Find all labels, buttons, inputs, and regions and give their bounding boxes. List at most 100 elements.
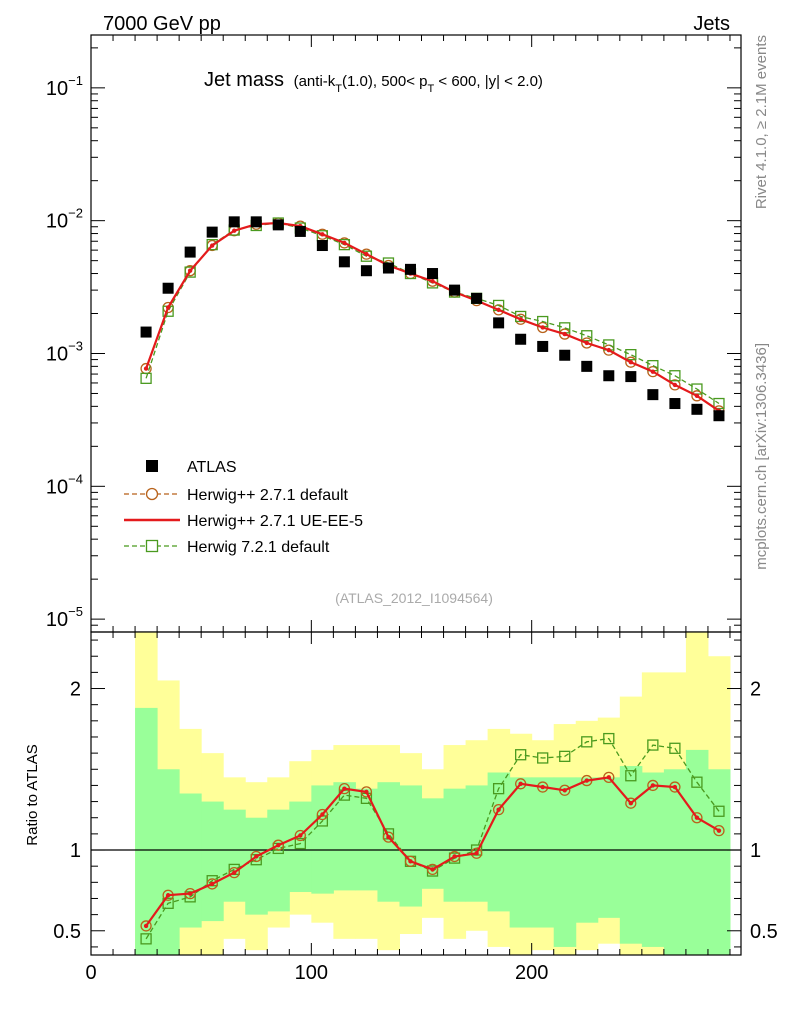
herwig-2-7-1-ue-ee-5-point — [540, 784, 545, 790]
herwig-2-7-1-ue-ee-5-point — [672, 382, 678, 388]
herwig-2-7-1-ue-ee-5-point — [584, 340, 589, 346]
atlas-data-point — [713, 410, 725, 422]
herwig-2-7-1-ue-ee-5-point — [430, 279, 435, 284]
herwig-2-7-1-ue-ee-5-point — [320, 232, 325, 237]
herwig-2-7-1-ue-ee-5-point — [364, 251, 369, 257]
atlas-data-point — [338, 256, 350, 268]
herwig-7-2-1-default-point — [713, 805, 725, 817]
herwig-7-2-1-default-point — [603, 732, 615, 745]
atlas-data-point — [471, 292, 483, 304]
herwig-2-7-1-default-point — [404, 855, 417, 867]
herwig-2-7-1-default-point — [272, 839, 284, 851]
herwig-2-7-1-ue-ee-5-point — [650, 369, 656, 374]
herwig-2-7-1-default-point — [316, 808, 329, 821]
atlas-data-point — [250, 216, 262, 228]
atlas-data-point — [272, 219, 284, 231]
herwig-2-7-1-ue-ee-5-point — [584, 778, 589, 783]
herwig-2-7-1-ue-ee-5-point — [716, 828, 722, 833]
herwig-2-7-1-default-point — [713, 824, 725, 837]
herwig-7-2-1-default-point — [669, 370, 681, 382]
herwig-2-7-1-default-point — [691, 812, 703, 824]
herwig-7-2-1-default-point — [140, 933, 152, 945]
band-1sigma-bin — [333, 782, 356, 891]
herwig-7-2-1-default-point — [581, 736, 593, 748]
herwig-2-7-1-ue-ee-5-point — [386, 834, 391, 840]
ratio-uncertainty-bands — [135, 632, 731, 955]
herwig-2-7-1-ue-ee-5-point — [320, 812, 325, 817]
atlas-data-point — [228, 216, 240, 228]
herwig-2-7-1-default-point — [625, 797, 637, 809]
band-1sigma-bin — [685, 749, 709, 955]
band-1sigma-bin — [245, 817, 268, 915]
atlas-data-point — [581, 360, 593, 372]
herwig-2-7-1-ue-ee-5-point — [209, 243, 215, 248]
herwig-2-7-1-ue-ee-5-point — [606, 775, 611, 780]
herwig-2-7-1-ue-ee-5-point — [232, 870, 237, 875]
herwig-2-7-1-ue-ee-5-point — [187, 891, 193, 896]
herwig-7-2-1-default-point — [140, 372, 152, 384]
rivet-label: Rivet 4.1.0, ≥ 2.1M events — [753, 35, 770, 209]
herwig-7-2-1-default-point — [492, 783, 505, 795]
chart-title: Jet mass (anti-kT(1.0), 500< pT < 600, |… — [204, 69, 543, 95]
legend-herwig-2-7-1-default-marker — [145, 487, 159, 501]
band-1sigma-bin — [267, 809, 290, 912]
band-1sigma-bin — [597, 777, 621, 918]
legend-herwig-7-2-1-default-marker — [145, 539, 159, 553]
herwig-2-7-1-ue-ee-5-line — [145, 221, 720, 412]
legend: ATLAS Herwig++ 2.7.1 default Herwig++ 2.7.… — [124, 459, 363, 556]
band-1sigma-bin — [157, 769, 180, 955]
atlas-data-point — [140, 326, 152, 338]
herwig-2-7-1-default-point — [250, 850, 262, 863]
analysis-watermark: (ATLAS_2012_I1094564) — [335, 590, 493, 606]
atlas-data-point — [184, 246, 196, 258]
herwig-2-7-1-default-point — [537, 321, 549, 334]
legend-atlas-marker — [146, 460, 158, 472]
herwig-2-7-1-default-point — [669, 379, 681, 391]
atlas-data-point — [294, 225, 306, 237]
herwig-2-7-1-default-point — [691, 390, 703, 402]
herwig-2-7-1-default-point — [559, 328, 571, 340]
atlas-data-point — [625, 371, 637, 383]
herwig-2-7-1-default-point — [140, 920, 152, 932]
band-1sigma-bin — [355, 788, 378, 891]
herwig-7-2-1-default-point — [669, 742, 681, 754]
herwig-2-7-1-default-point — [647, 365, 659, 378]
y-tick-label: 10−5 — [46, 604, 83, 631]
ratio-y-tick-label-right: 0.5 — [750, 921, 778, 943]
atlas-data-point — [360, 265, 372, 277]
band-1sigma-bin — [443, 788, 467, 902]
atlas-data-point — [515, 333, 527, 345]
herwig-2-7-1-ue-ee-5-point — [562, 331, 567, 337]
y-tick-label: 10−2 — [46, 206, 83, 233]
x-tick-label: 200 — [515, 962, 548, 984]
y-tick-label: 10−1 — [46, 73, 83, 100]
band-1sigma-bin — [487, 772, 511, 912]
herwig-2-7-1-ue-ee-5-point — [143, 366, 149, 371]
main-panel-series — [140, 216, 725, 422]
ratio-ylabel: Ratio to ATLAS — [24, 744, 41, 845]
herwig-2-7-1-ue-ee-5-point — [628, 359, 634, 365]
band-1sigma-bin — [135, 707, 158, 955]
atlas-data-point — [316, 240, 328, 252]
atlas-data-point — [603, 370, 615, 382]
herwig-7-2-1-default-point — [559, 750, 571, 763]
atlas-data-point — [427, 268, 439, 280]
legend-label: Herwig 7.2.1 default — [187, 539, 330, 556]
herwig-2-7-1-default-point — [294, 829, 306, 842]
band-1sigma-bin — [179, 793, 202, 928]
herwig-2-7-1-default-point — [426, 863, 439, 876]
band-1sigma-bin — [619, 766, 643, 944]
herwig-2-7-1-ue-ee-5-point — [408, 859, 413, 864]
herwig-2-7-1-ue-ee-5-point — [342, 240, 347, 246]
atlas-data-point — [691, 403, 703, 415]
band-1sigma-bin — [641, 772, 665, 947]
herwig-2-7-1-ue-ee-5-point — [672, 784, 678, 790]
herwig-2-7-1-ue-ee-5-point — [165, 893, 171, 898]
herwig-2-7-1-default-point — [206, 878, 218, 890]
atlas-data-point — [449, 284, 461, 296]
atlas-data-point — [162, 282, 174, 294]
atlas-data-point — [669, 398, 681, 410]
herwig-2-7-1-ue-ee-5-point — [298, 833, 303, 838]
band-1sigma-bin — [531, 777, 555, 928]
herwig-7-2-1-default-point — [713, 397, 725, 410]
